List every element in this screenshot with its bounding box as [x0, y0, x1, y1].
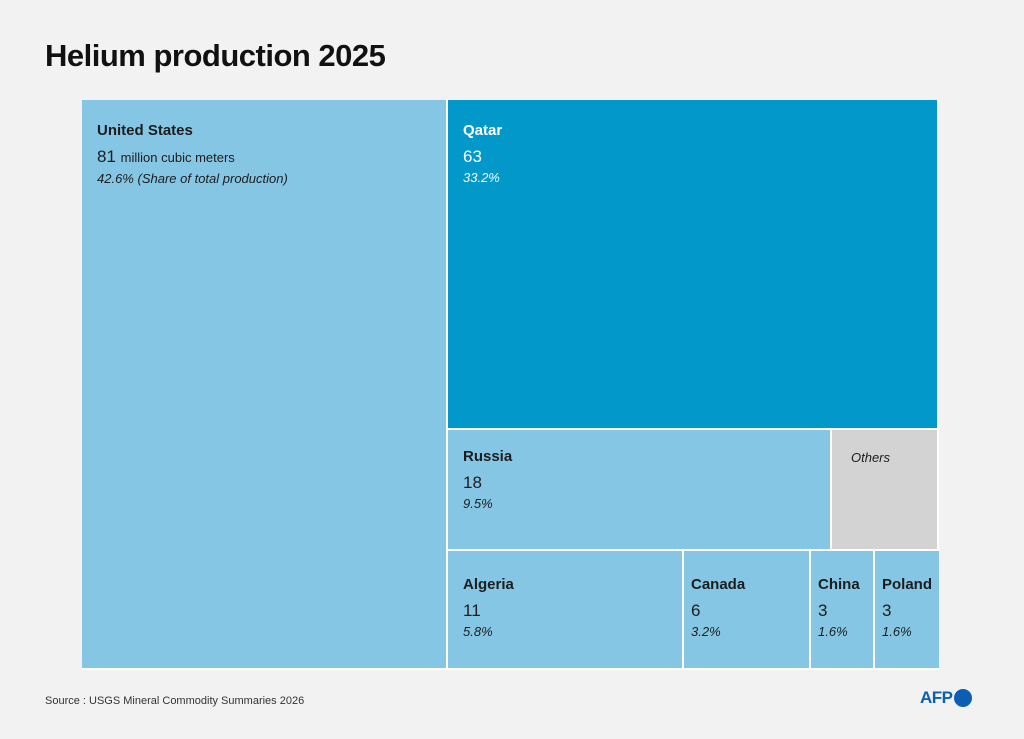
tile-value: 6	[691, 601, 701, 620]
tile-share: 1.6%	[882, 624, 912, 639]
tile-value: 3	[818, 601, 828, 620]
tile-china: China 3 1.6%	[811, 551, 875, 670]
tile-share: 33.2%	[463, 170, 500, 185]
tile-share: 5.8%	[463, 624, 493, 639]
tile-label: Poland	[882, 576, 933, 593]
tile-value: 81	[97, 147, 116, 166]
tile-value: 18	[463, 473, 482, 492]
tile-share: 3.2%	[691, 624, 721, 639]
tile-russia: Russia 18 9.5%	[448, 430, 832, 551]
tile-value: 11	[463, 601, 481, 620]
tile-label: Algeria	[463, 576, 514, 593]
tile-canada: Canada 6 3.2%	[684, 551, 811, 670]
tile-value: 63	[463, 147, 482, 166]
treemap: United States 81 million cubic meters 42…	[82, 100, 939, 670]
tile-share: 9.5%	[463, 496, 493, 511]
tile-label: China	[818, 576, 860, 593]
logo-dot-icon	[953, 689, 972, 707]
tile-label: Canada	[691, 576, 746, 593]
tile-unit: million cubic meters	[120, 150, 235, 165]
tile-share: 42.6%	[97, 171, 134, 186]
logo-text: AFP	[920, 688, 953, 707]
tile-label: Others	[851, 450, 891, 465]
afp-logo: AFP	[920, 688, 972, 708]
tile-united-states: United States 81 million cubic meters 42…	[82, 100, 448, 670]
source-note: Source : USGS Mineral Commodity Summarie…	[45, 695, 305, 707]
tile-label: Qatar	[463, 122, 503, 139]
tile-others: Others	[832, 430, 939, 551]
share-note: (Share of total production)	[137, 171, 288, 186]
tile-algeria: Algeria 11 5.8%	[448, 551, 684, 670]
tile-label: United States	[97, 122, 193, 139]
chart-title: Helium production 2025	[45, 38, 386, 73]
tile-share: 1.6%	[818, 624, 848, 639]
tile-value: 3	[882, 601, 892, 620]
tile-label: Russia	[463, 448, 513, 465]
tile-poland: Poland 3 1.6%	[875, 551, 939, 670]
tile-qatar: Qatar 63 33.2%	[448, 100, 939, 430]
